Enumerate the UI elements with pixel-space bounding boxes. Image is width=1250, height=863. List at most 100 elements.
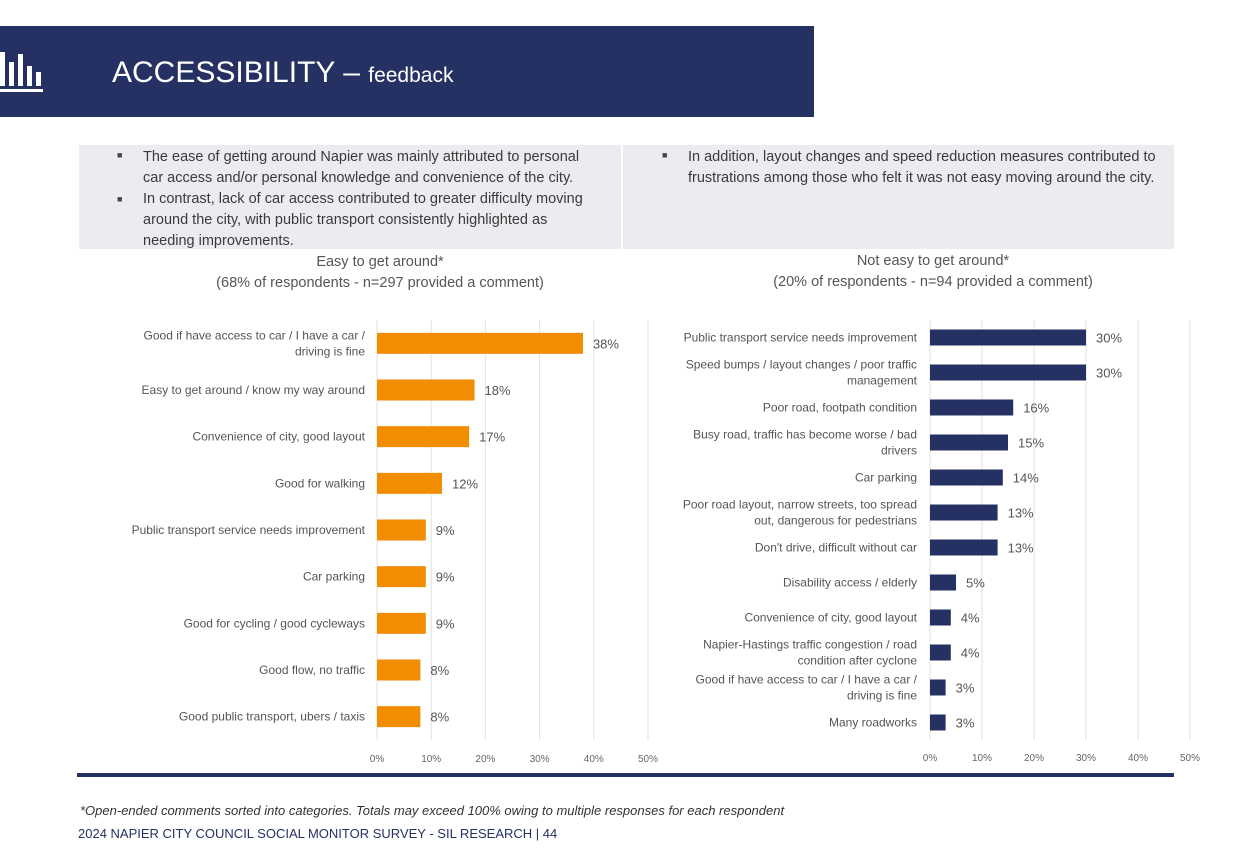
page-title: ACCESSIBILITY – feedback (112, 56, 453, 90)
bar (377, 426, 470, 448)
data-label: 14% (1013, 471, 1039, 486)
summary-bullet: ■ In contrast, lack of car access contri… (79, 189, 621, 252)
data-label: 16% (1023, 401, 1049, 416)
data-label: 15% (1018, 436, 1044, 451)
page-footer: 2024 NAPIER CITY COUNCIL SOCIAL MONITOR … (78, 826, 558, 841)
category-label: Public transport service needs improveme… (132, 523, 366, 537)
data-label: 3% (956, 681, 975, 696)
tick-label: 20% (475, 754, 495, 765)
summary-panel-right: ■ In addition, layout changes and speed … (623, 145, 1174, 249)
data-label: 18% (485, 383, 511, 398)
bar (377, 566, 426, 588)
category-label: Car parking (303, 570, 365, 584)
bar (930, 714, 946, 731)
data-label: 9% (436, 523, 455, 538)
data-label: 30% (1096, 331, 1122, 346)
easy-chart: 0% 10% 20% 30% 40% 50% 38% Good if have access … (70, 310, 660, 770)
chart-svg: 0% 10% 20% 30% 40% 50% 30% Public transport ser… (683, 320, 1200, 764)
chart-title: Easy to get around* (316, 254, 444, 270)
tick-label: 10% (972, 753, 992, 764)
tick-label: 50% (638, 754, 658, 765)
tick-label: 40% (584, 754, 604, 765)
bar (377, 379, 475, 401)
bar (930, 644, 951, 661)
divider-line (77, 773, 1174, 777)
data-label: 3% (956, 716, 975, 731)
summary-text: In addition, layout changes and speed re… (688, 149, 1156, 186)
data-label: 17% (479, 430, 505, 445)
data-label: 5% (966, 576, 985, 591)
not-easy-chart: 0% 10% 20% 30% 40% 50% 30% Public transport ser… (650, 310, 1210, 770)
title-main: ACCESSIBILITY (112, 56, 335, 89)
bar (930, 609, 951, 626)
summary-text: In contrast, lack of car access contribu… (143, 191, 583, 249)
data-label: 9% (436, 570, 455, 585)
tick-label: 30% (530, 754, 550, 765)
category-label: Good if have access to car / I have a ca… (696, 673, 918, 703)
bar (930, 469, 1003, 486)
category-label: Good flow, no traffic (259, 663, 365, 677)
chart-subtitle: (68% of respondents - n=297 provided a c… (216, 275, 544, 291)
summary-bullet: ■ The ease of getting around Napier was … (79, 145, 621, 189)
bar (377, 519, 426, 541)
data-label: 9% (436, 616, 455, 631)
category-label: Napier-Hastings traffic congestion / roa… (703, 638, 917, 668)
bar (377, 706, 421, 728)
category-label: Disability access / elderly (783, 576, 917, 590)
bar (377, 332, 583, 354)
bar (377, 612, 426, 634)
data-label: 4% (961, 646, 980, 661)
bar (377, 472, 443, 494)
tick-label: 0% (370, 754, 385, 765)
bar (930, 399, 1014, 416)
bar (930, 364, 1086, 381)
bar (930, 574, 956, 591)
category-label: Public transport service needs improveme… (684, 331, 918, 345)
tick-label: 40% (1128, 753, 1148, 764)
category-label: Easy to get around / know my way around (142, 383, 365, 397)
chart-svg: 0% 10% 20% 30% 40% 50% 38% Good if have access … (132, 320, 658, 765)
bar (930, 539, 998, 556)
title-sub: feedback (368, 64, 454, 87)
data-label: 38% (593, 336, 619, 351)
footnote: *Open-ended comments sorted into categor… (80, 803, 785, 818)
category-label: Good if have access to car / I have a ca… (144, 328, 366, 358)
data-label: 13% (1008, 506, 1034, 521)
bullet-icon: ■ (117, 150, 123, 160)
data-label: 12% (452, 476, 478, 491)
bar (930, 679, 946, 696)
data-label: 8% (430, 710, 449, 725)
bullet-icon: ■ (662, 150, 668, 160)
category-label: Don't drive, difficult without car (755, 541, 917, 555)
bar-chart-icon (0, 52, 43, 92)
summary-panel-left: ■ The ease of getting around Napier was … (79, 145, 621, 249)
category-label: Speed bumps / layout changes / poor traf… (686, 358, 918, 388)
bar (930, 504, 998, 521)
page-header: ACCESSIBILITY – feedback (0, 26, 814, 117)
title-separator: – (334, 56, 369, 89)
category-label: Good for cycling / good cycleways (184, 616, 365, 630)
category-label: Convenience of city, good layout (744, 611, 917, 625)
tick-label: 50% (1180, 753, 1200, 764)
tick-label: 30% (1076, 753, 1096, 764)
category-label: Busy road, traffic has become worse / ba… (693, 428, 917, 458)
category-label: Poor road, footpath condition (763, 401, 917, 415)
tick-label: 20% (1024, 753, 1044, 764)
category-label: Many roadworks (829, 716, 917, 730)
data-label: 8% (430, 663, 449, 678)
category-label: Car parking (855, 471, 917, 485)
data-label: 13% (1008, 541, 1034, 556)
category-label: Convenience of city, good layout (192, 430, 365, 444)
category-label: Good for walking (275, 476, 365, 490)
data-label: 30% (1096, 366, 1122, 381)
tick-label: 0% (923, 753, 938, 764)
summary-bullet: ■ In addition, layout changes and speed … (623, 145, 1174, 189)
tick-label: 10% (421, 754, 441, 765)
bar (930, 434, 1008, 451)
category-label: Good public transport, ubers / taxis (179, 710, 365, 724)
bar (930, 329, 1086, 346)
chart-header-easy: Easy to get around* (68% of respondents … (100, 252, 660, 294)
chart-header-not-easy: Not easy to get around* (20% of responde… (653, 251, 1213, 293)
chart-subtitle: (20% of respondents - n=94 provided a co… (773, 274, 1093, 290)
category-label: Poor road layout, narrow streets, too sp… (683, 498, 917, 528)
